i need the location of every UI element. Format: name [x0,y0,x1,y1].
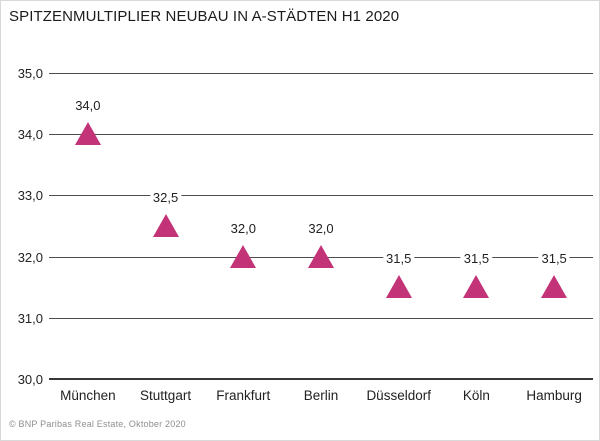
x-axis-category-label: Köln [462,388,490,403]
data-point-marker-stuttgart [152,214,179,237]
data-point-marker-hamburg [541,275,568,299]
y-axis-tick-label: 32,0 [17,249,43,265]
y-axis-tick-label: 30,0 [17,372,43,387]
y-axis-tick-label: 35,0 [17,66,43,81]
data-point-label: 31,5 [538,251,570,268]
y-axis-tick-label: 33,0 [17,188,43,204]
x-axis-category-label: Frankfurt [216,388,271,403]
x-axis-category-label: München [60,388,116,403]
gridline [49,195,593,197]
source-attribution: © BNP Paribas Real Estate, Oktober 2020 [9,419,186,429]
data-point-label: 34,0 [72,98,104,115]
chart-title: SPITZENMULTIPLIER NEUBAU IN A-STÄDTEN H1… [9,8,400,25]
data-point-label: 32,5 [149,190,182,206]
data-point-label: 31,5 [460,251,493,268]
data-point-label: 32,0 [305,220,337,237]
data-point-marker-m-nchen [74,122,101,146]
x-axis-category-label: Berlin [303,388,339,403]
gridline [49,73,593,74]
data-point-label: 31,5 [383,251,415,268]
x-axis-baseline [49,378,593,380]
data-point-marker-d-sseldorf [385,275,412,299]
data-point-marker-frankfurt [230,244,257,268]
x-axis-category-label: Düsseldorf [366,388,431,403]
data-point-marker-berlin [308,244,334,268]
data-point-marker-k-ln [463,275,490,299]
y-axis-tick-label: 31,0 [17,310,43,326]
gridline [49,317,593,319]
y-axis-tick-label: 34,0 [17,127,43,143]
gridline [49,134,593,136]
x-axis-category-label: Hamburg [526,388,582,403]
x-axis-category-label: Stuttgart [140,388,192,403]
data-point-label: 32,0 [227,220,259,237]
